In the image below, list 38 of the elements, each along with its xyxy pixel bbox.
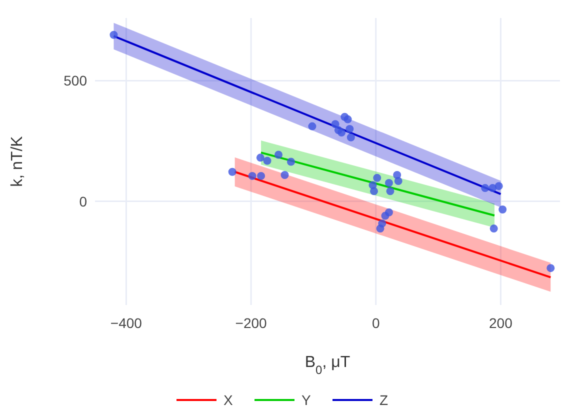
point	[488, 184, 497, 192]
point	[256, 154, 264, 162]
point	[344, 115, 352, 124]
point	[331, 120, 340, 128]
x-axis-title: B$_{0}$, μT	[304, 354, 350, 377]
point	[110, 30, 118, 39]
x-tick-label: −200	[235, 315, 268, 331]
point	[308, 122, 316, 130]
point	[481, 184, 490, 192]
legend-label: X	[224, 392, 234, 408]
point	[384, 208, 393, 216]
point	[263, 156, 272, 165]
point	[228, 168, 236, 176]
x-tick-label: 0	[372, 315, 380, 331]
x-tick-label: −400	[110, 315, 142, 331]
point	[498, 205, 507, 214]
y-tick-label: 500	[64, 72, 88, 89]
y-axis-title: k, nT/K	[9, 136, 26, 187]
point	[274, 150, 283, 159]
point	[280, 171, 289, 180]
point	[494, 182, 503, 190]
point	[286, 158, 295, 166]
point	[346, 133, 355, 142]
point	[257, 172, 266, 180]
point	[248, 172, 256, 180]
point	[338, 128, 346, 137]
point	[394, 177, 402, 186]
point	[370, 187, 378, 196]
x-tick-label: 200	[489, 315, 513, 331]
point	[384, 178, 393, 187]
legend-label: Z	[380, 392, 388, 408]
point	[373, 174, 382, 182]
point	[546, 264, 555, 272]
point	[376, 224, 384, 233]
legend-label: Y	[302, 392, 312, 408]
point	[386, 187, 394, 196]
point	[490, 224, 498, 233]
point	[346, 124, 354, 133]
